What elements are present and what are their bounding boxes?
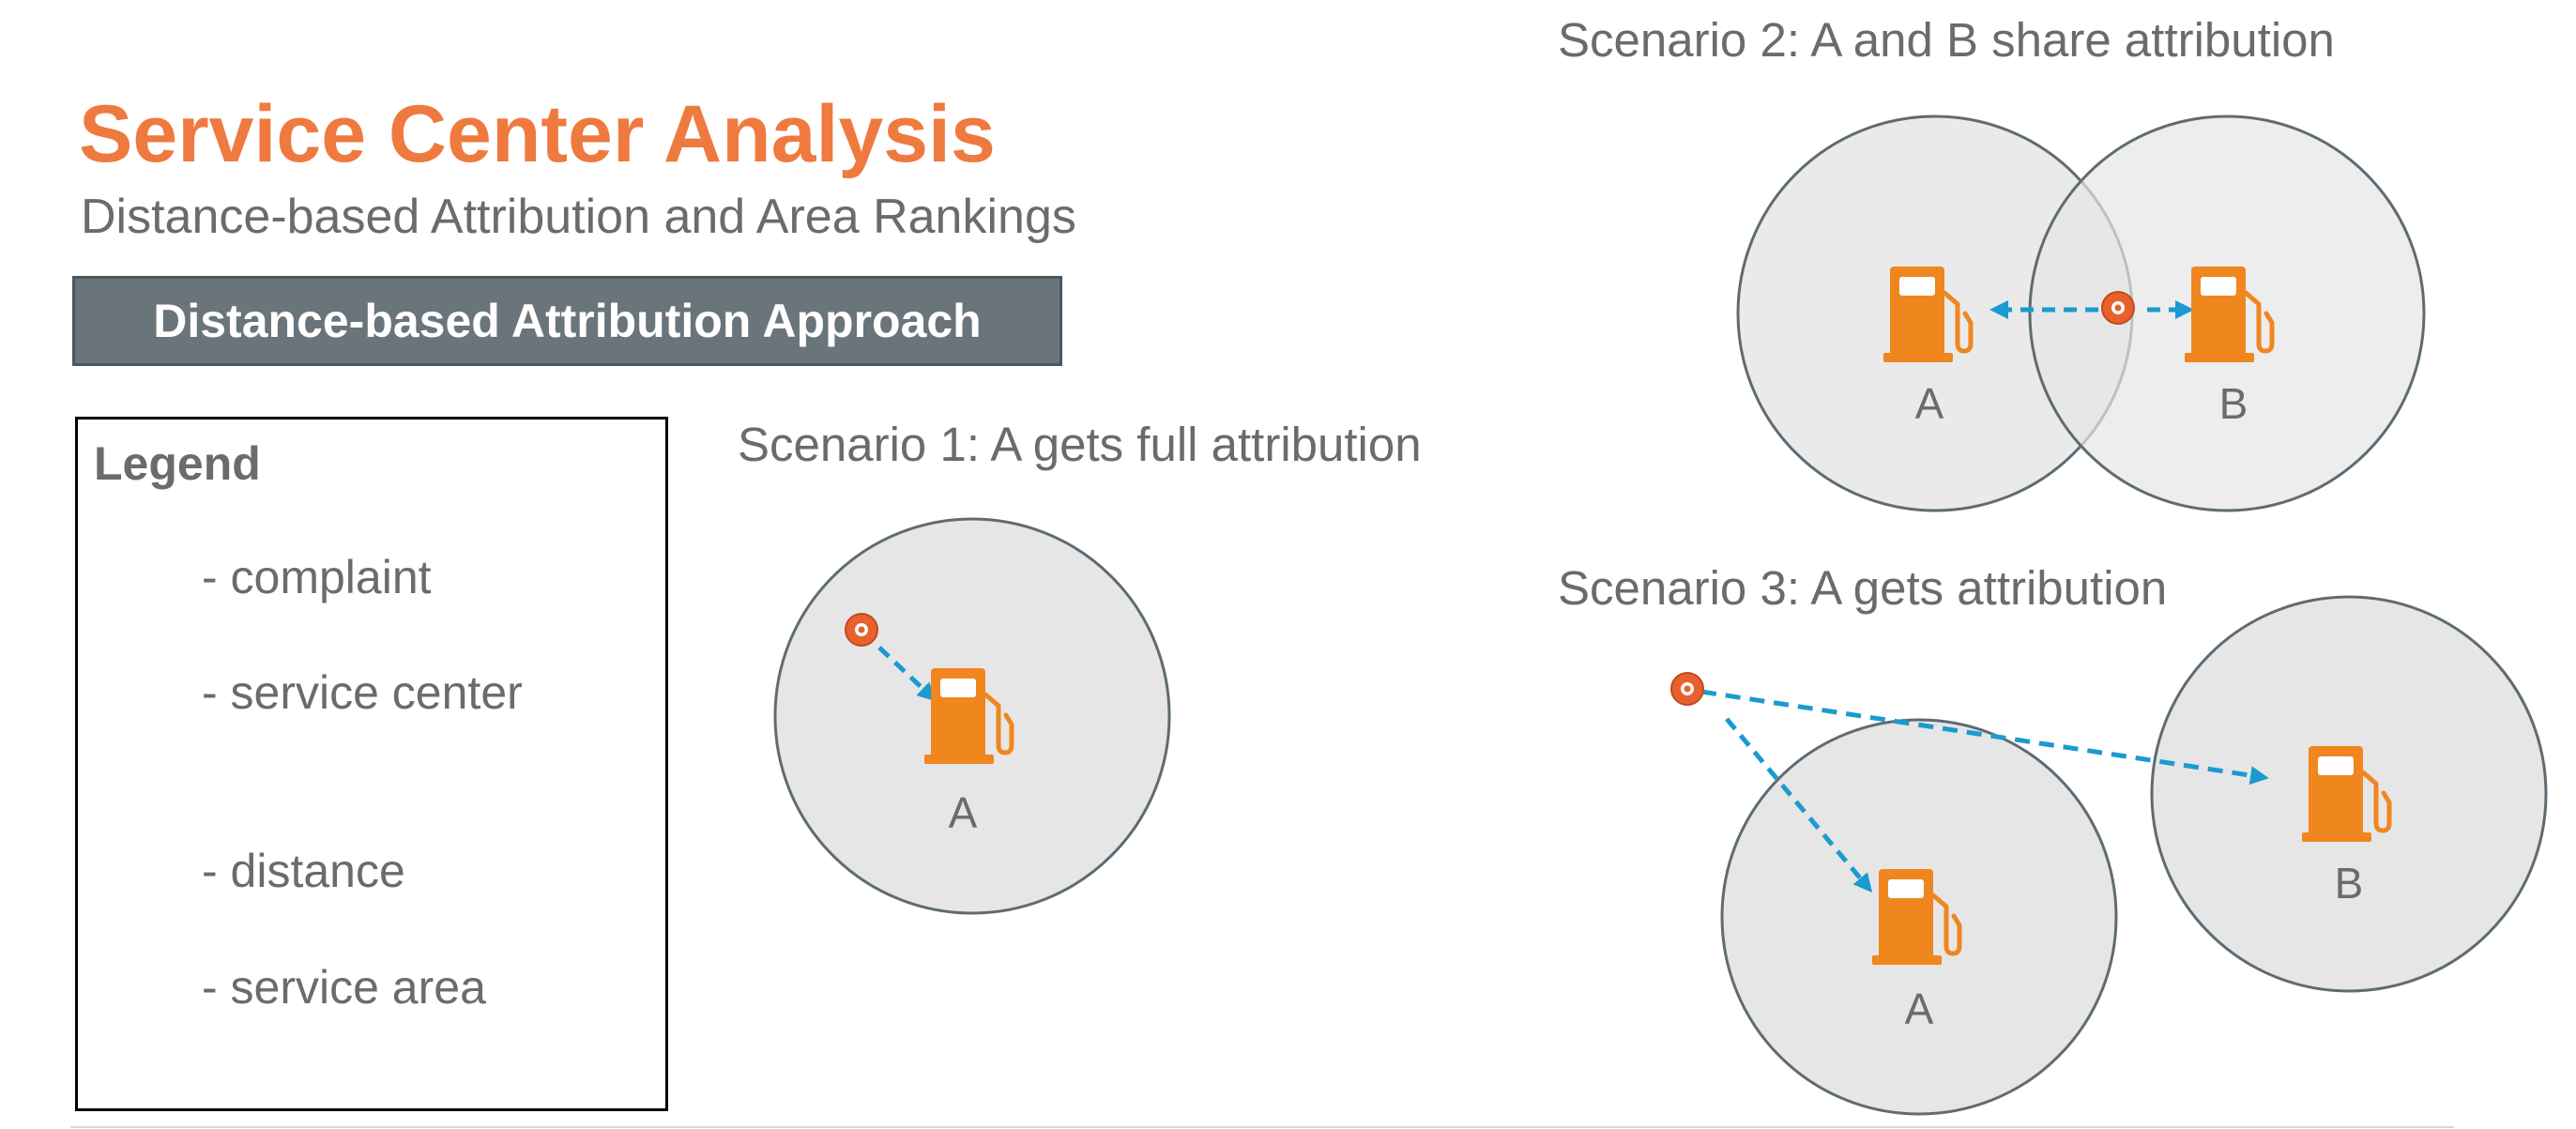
scenario-2-graphic [1736, 114, 2426, 512]
legend-title: Legend [94, 437, 261, 490]
legend-box [75, 417, 668, 1111]
scenario-1-center-a-label: A [948, 788, 978, 837]
scenario-1-label: Scenario 1: A gets full attribution [738, 418, 1422, 471]
page-subtitle: Distance-based Attribution and Area Rank… [81, 190, 1076, 244]
page-title: Service Center Analysis [79, 89, 996, 179]
legend-label-service-center: - service center [202, 666, 523, 719]
bottom-divider [70, 1126, 2454, 1128]
legend-label-distance: - distance [202, 845, 405, 897]
scenario-2-label: Scenario 2: A and B share attribution [1558, 13, 2335, 67]
scenario-1-distance-arrow [877, 646, 937, 702]
scenario-2-complaint-icon [2101, 291, 2135, 325]
scenario-2-center-b-label: B [2218, 379, 2248, 428]
scenario-3-center-b-label: B [2334, 859, 2364, 908]
scenario-3-distance-arrow-a [1725, 717, 1873, 893]
scenario-1-graphic [773, 517, 1171, 915]
legend-label-service-area: - service area [202, 961, 486, 1014]
approach-label: Distance-based Attribution Approach [153, 295, 982, 347]
scenario-3-distance-arrow-b [1700, 689, 2269, 786]
scenario-2-center-a-label: A [1914, 379, 1944, 428]
scenario-3-center-a-label: A [1904, 984, 1934, 1033]
scenario-1-complaint-icon [845, 613, 878, 647]
approach-banner: Distance-based Attribution Approach [72, 276, 1062, 366]
legend-label-complaint: - complaint [202, 551, 432, 603]
scenario-3-graphic [1670, 595, 2548, 1116]
scenario-3-label: Scenario 3: A gets attribution [1558, 561, 2168, 615]
scenario-3-complaint-icon [1670, 672, 1704, 706]
